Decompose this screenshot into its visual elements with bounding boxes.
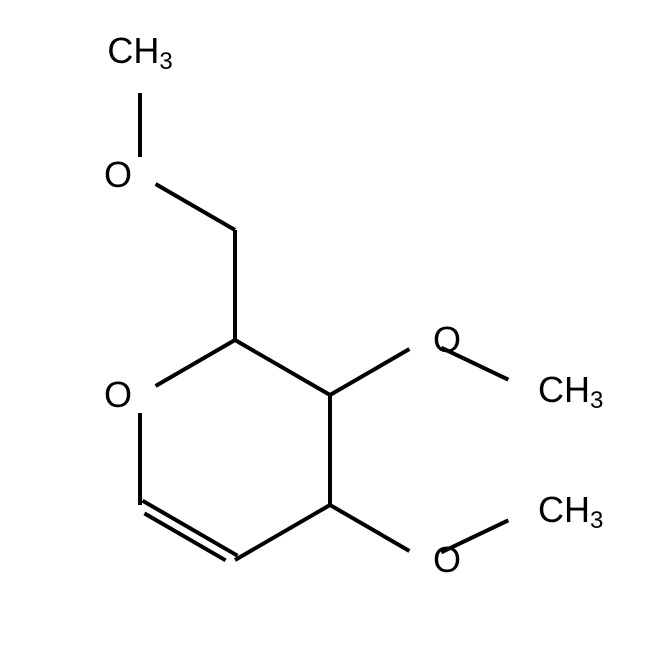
- bond: [235, 340, 330, 395]
- bond: [156, 184, 235, 230]
- bond: [330, 349, 409, 395]
- atom-label: CH3: [107, 30, 172, 75]
- atom-label: CH3: [538, 489, 603, 534]
- atom-label: O: [104, 154, 132, 195]
- atom-label: O: [433, 539, 461, 580]
- bond: [144, 513, 225, 560]
- atom-labels-layer: O O CH3 O CH3 O CH3: [104, 30, 603, 580]
- chemical-structure-diagram: O O CH3 O CH3 O CH3: [0, 0, 650, 650]
- bond: [330, 505, 409, 551]
- bond: [143, 501, 238, 556]
- bond: [156, 340, 235, 386]
- atom-label: O: [104, 374, 132, 415]
- atom-label: O: [433, 319, 461, 360]
- bond: [235, 505, 330, 560]
- atom-label: CH3: [538, 369, 603, 414]
